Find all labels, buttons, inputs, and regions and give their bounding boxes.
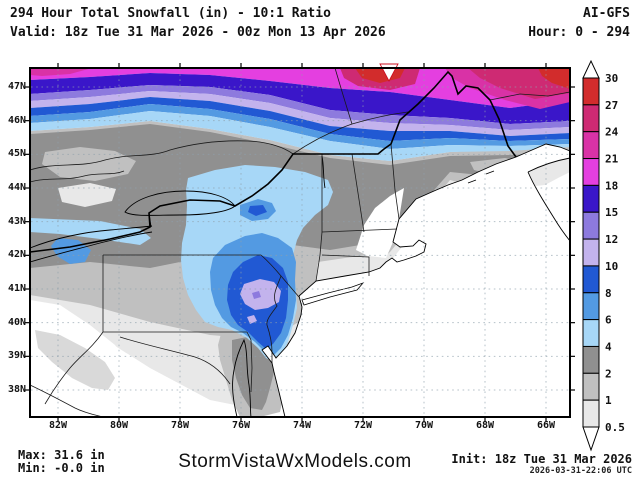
site-watermark: StormVistaWxModels.com	[178, 451, 412, 472]
forecast-hour-range: Hour: 0 - 294	[528, 25, 630, 40]
lon-label: 76W	[231, 420, 251, 431]
generated-timestamp: 2026-03-31-22:06 UTC	[529, 466, 632, 476]
lon-label: 68W	[475, 420, 495, 431]
valid-range: Valid: 18z Tue 31 Mar 2026 - 00z Mon 13 …	[10, 25, 386, 40]
colorbar-label: 4	[605, 340, 612, 353]
lat-label: 42N	[7, 249, 26, 261]
colorbar-label: 6	[605, 314, 612, 327]
lon-label: 74W	[292, 420, 312, 431]
lon-label: 70W	[414, 420, 434, 431]
lon-label: 78W	[170, 420, 190, 431]
colorbar-label: 21	[605, 153, 619, 166]
colorbar-label: 15	[605, 206, 618, 219]
lon-label: 66W	[536, 420, 556, 431]
lat-label: 43N	[7, 215, 26, 227]
colorbar-label: 27	[605, 99, 618, 112]
lat-label: 45N	[7, 148, 26, 160]
lon-label: 72W	[353, 420, 373, 431]
lat-label: 44N	[7, 182, 26, 193]
map-frame	[29, 67, 571, 418]
colorbar-lower-arrow	[582, 426, 600, 452]
lat-label: 39N	[7, 350, 26, 362]
lat-label: 47N	[7, 81, 26, 92]
colorbar-label: 8	[605, 287, 612, 300]
colorbar-label: 18	[605, 179, 618, 192]
colorbar-label: 24	[605, 126, 619, 139]
ocean-water	[262, 144, 570, 417]
colorbar-label: 12	[605, 233, 618, 246]
lat-label: 40N	[7, 316, 26, 328]
lon-label: 82W	[48, 420, 68, 431]
lon-label: 80W	[109, 420, 129, 431]
lat-lon-gridlines	[31, 69, 569, 416]
colorbar-label: 0.5	[605, 421, 625, 434]
lat-label: 46N	[7, 114, 26, 126]
colorbar-upper-arrow	[582, 59, 600, 79]
min-value: Min: -0.0 in	[18, 461, 105, 475]
coastline	[232, 143, 571, 418]
state-borders	[29, 67, 571, 418]
init-time: Init: 18z Tue 31 Mar 2026	[451, 452, 632, 466]
max-value: Max: 31.6 in	[18, 448, 105, 462]
colorbar-label: 1	[605, 394, 612, 407]
lat-label: 38N	[7, 384, 26, 395]
colorbar-label: 30	[605, 72, 618, 85]
model-name: AI-GFS	[583, 6, 630, 21]
us-canada-border	[29, 70, 517, 253]
colorbar-label: 2	[605, 367, 612, 380]
map-title: 294 Hour Total Snowfall (in) - 10:1 Rati…	[10, 6, 331, 21]
lat-label: 41N	[7, 283, 26, 294]
colorbar-blocks	[582, 77, 600, 428]
colorbar-label: 10	[605, 260, 618, 273]
